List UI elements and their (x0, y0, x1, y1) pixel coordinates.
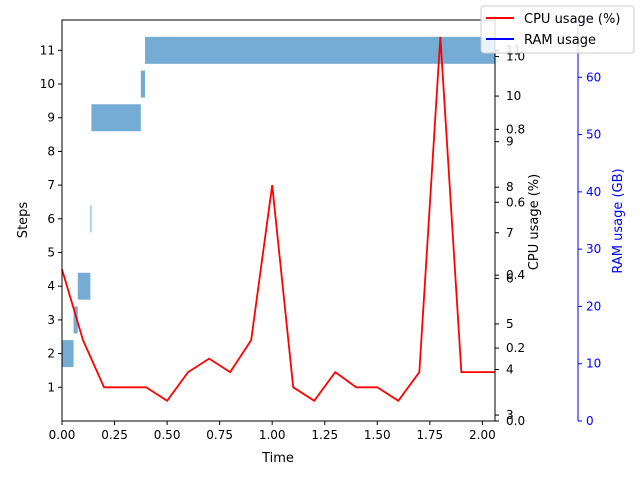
step-bar-4 (77, 272, 91, 300)
cpu-usage-line (61, 36, 495, 402)
x-tick-label: 1.00 (259, 428, 286, 442)
steps-tick-label: 7 (47, 178, 55, 192)
mid-steps-tick-label: 5 (506, 317, 514, 331)
ram-tick-label: 20 (586, 299, 601, 313)
ram-tick-label: 10 (586, 357, 601, 371)
steps-tick-label: 4 (47, 279, 55, 293)
steps-tick-label: 8 (47, 144, 55, 158)
cpu-tick-label: 0.8 (506, 122, 525, 136)
cpu-tick-label: 0.0 (506, 414, 525, 428)
mid-steps-tick-label: 7 (506, 226, 514, 240)
step-bar-11 (145, 36, 495, 64)
legend-label-cpu: CPU usage (%) (524, 12, 620, 27)
steps-axis-label: Steps (16, 202, 31, 239)
ram-axis: 0 10 20 30 40 50 60 (577, 20, 601, 428)
cpu-axis: 0.00.20.40.60.81.034567891011 (495, 44, 525, 428)
x-axis-label: Time (261, 451, 294, 466)
mid-steps-tick-label: 3 (506, 408, 514, 422)
steps-tick-label: 1 (47, 380, 55, 394)
steps-tick-label: 10 (40, 77, 55, 91)
cpu-tick-label: 0.4 (506, 268, 525, 282)
ram-tick-label: 40 (586, 185, 601, 199)
ram-axis-label: RAM usage (GB) (611, 168, 626, 273)
ram-tick-label: 30 (586, 242, 601, 256)
ram-tick-label: 60 (586, 70, 601, 84)
cpu-tick-label: 0.2 (506, 341, 525, 355)
x-axis: 0.00 0.25 0.50 0.75 1.00 1.25 1.50 1.75 2.00 (49, 421, 496, 442)
ram-tick-label: 0 (586, 414, 594, 428)
steps-tick-label: 2 (47, 347, 55, 361)
x-tick-label: 1.50 (364, 428, 391, 442)
steps-tick-label: 6 (47, 212, 55, 226)
x-tick-label: 0.75 (206, 428, 233, 442)
mid-steps-tick-label: 8 (506, 180, 514, 194)
step-bar-3 (73, 306, 78, 334)
mid-steps-tick-label: 4 (506, 363, 514, 377)
x-tick-label: 2.00 (469, 428, 496, 442)
x-tick-label: 0.50 (154, 428, 181, 442)
step-bar-6 (90, 205, 92, 233)
x-tick-label: 0.00 (49, 428, 76, 442)
step-bar-10 (140, 70, 146, 98)
cpu-line-group (61, 36, 495, 402)
step-bar-9 (91, 104, 141, 132)
cpu-tick-label: 0.6 (506, 195, 525, 209)
mid-steps-tick-label: 10 (506, 89, 521, 103)
legend-box (480, 5, 635, 54)
mid-steps-tick-label: 9 (506, 135, 514, 149)
step-bars (62, 36, 495, 368)
mid-steps-tick-label: 6 (506, 271, 514, 285)
x-tick-label: 0.25 (101, 428, 128, 442)
x-tick-label: 1.25 (311, 428, 338, 442)
ram-tick-label: 50 (586, 128, 601, 142)
plot-frame (61, 19, 496, 422)
steps-tick-label: 9 (47, 111, 55, 125)
steps-axis: 1 2 3 4 5 6 7 8 9 10 11 (40, 43, 62, 394)
legend: CPU usage (%) RAM usage (480, 5, 635, 54)
x-tick-label: 1.75 (416, 428, 443, 442)
steps-tick-label: 11 (40, 43, 55, 57)
legend-label-ram: RAM usage (524, 33, 596, 48)
steps-tick-label: 5 (47, 246, 55, 260)
cpu-axis-label: CPU usage (%) (527, 174, 542, 270)
steps-tick-label: 3 (47, 313, 55, 327)
step-bar-2 (62, 340, 74, 368)
